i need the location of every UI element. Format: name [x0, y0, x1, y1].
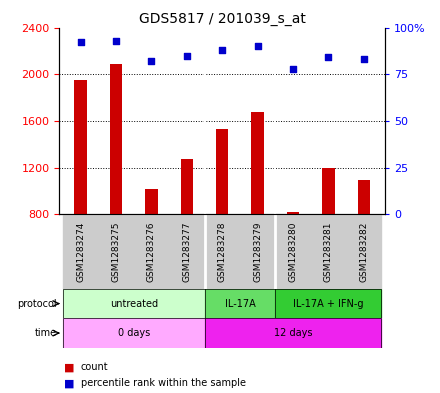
Bar [74, 80, 87, 214]
Bar [358, 180, 370, 214]
Text: ■: ■ [64, 362, 74, 373]
Point [290, 65, 297, 72]
Text: IL-17A: IL-17A [224, 299, 255, 309]
Bar [63, 318, 205, 348]
Text: GSM1283274: GSM1283274 [76, 221, 85, 282]
Bar [251, 112, 264, 214]
Text: GSM1283279: GSM1283279 [253, 221, 262, 282]
Bar [322, 167, 334, 214]
Text: percentile rank within the sample: percentile rank within the sample [81, 378, 246, 388]
Point [113, 37, 120, 44]
Bar [275, 289, 381, 318]
Text: time: time [35, 328, 57, 338]
Text: GSM1283282: GSM1283282 [359, 221, 368, 282]
Text: GSM1283278: GSM1283278 [218, 221, 227, 282]
Text: GSM1283280: GSM1283280 [289, 221, 297, 282]
Text: ■: ■ [64, 378, 74, 388]
Bar [110, 64, 122, 214]
Text: 12 days: 12 days [274, 328, 312, 338]
Bar [180, 159, 193, 214]
Bar [216, 129, 228, 214]
Point [325, 54, 332, 61]
Text: GSM1283275: GSM1283275 [111, 221, 121, 282]
Point [219, 47, 226, 53]
Bar [205, 318, 381, 348]
Text: GSM1283281: GSM1283281 [324, 221, 333, 282]
Bar [145, 189, 158, 214]
Point [183, 52, 191, 59]
Bar [287, 212, 299, 214]
Point [254, 43, 261, 49]
Title: GDS5817 / 201039_s_at: GDS5817 / 201039_s_at [139, 13, 306, 26]
Point [360, 56, 367, 62]
Point [148, 58, 155, 64]
Text: count: count [81, 362, 108, 373]
Text: GSM1283276: GSM1283276 [147, 221, 156, 282]
Point [77, 39, 84, 46]
Bar [63, 289, 205, 318]
Text: 0 days: 0 days [117, 328, 150, 338]
Bar [205, 289, 275, 318]
Text: GSM1283277: GSM1283277 [182, 221, 191, 282]
Text: untreated: untreated [110, 299, 158, 309]
Text: IL-17A + IFN-g: IL-17A + IFN-g [293, 299, 363, 309]
Text: protocol: protocol [18, 299, 57, 309]
